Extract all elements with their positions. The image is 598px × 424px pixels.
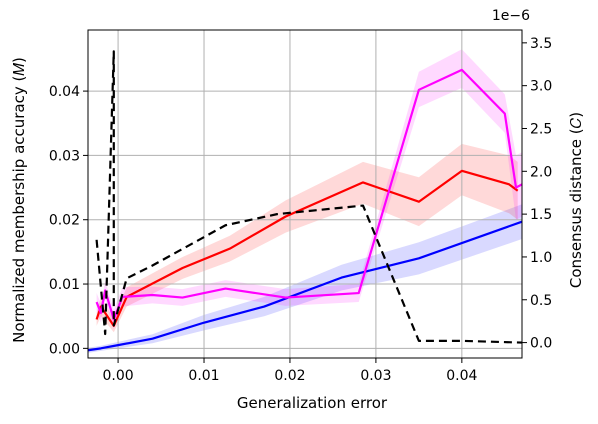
y-left-tick-label-2: 0.02 bbox=[49, 213, 80, 229]
plot-frame bbox=[87, 29, 523, 359]
y-left-tick-label-4: 0.04 bbox=[49, 84, 80, 100]
series-3-line bbox=[95, 50, 522, 344]
y-right-tick-label-5: 2.5 bbox=[530, 121, 552, 137]
y-right-tick-label-1: 0.5 bbox=[530, 293, 552, 309]
x-tick-label-4: 0.04 bbox=[446, 368, 477, 384]
right-axis-multiplier: 1e−6 bbox=[492, 8, 530, 24]
x-tick-label-3: 0.03 bbox=[360, 368, 391, 384]
y-axis-right-label: Consensus distance (𝐶) bbox=[567, 112, 585, 288]
series-1-band bbox=[96, 143, 518, 333]
series-2-band bbox=[96, 49, 522, 330]
y-right-tick-label-7: 3.5 bbox=[530, 36, 552, 52]
y-right-tick-label-4: 2.0 bbox=[530, 164, 552, 180]
y-right-tick-label-6: 3.0 bbox=[530, 79, 552, 95]
series-2-line bbox=[95, 68, 522, 321]
y-axis-left-label: Normalized membership accuracy (𝑀) bbox=[10, 57, 28, 343]
y-left-tick-label-1: 0.01 bbox=[49, 277, 80, 293]
y-left-tick-label-0: 0.00 bbox=[49, 341, 80, 357]
x-axis-label: Generalization error bbox=[237, 394, 388, 412]
y-left-tick-label-3: 0.03 bbox=[49, 148, 80, 164]
series-1-line bbox=[95, 169, 519, 327]
y-right-tick-label-0: 0.0 bbox=[530, 336, 552, 352]
x-tick-label-2: 0.02 bbox=[274, 368, 305, 384]
series-0-line bbox=[88, 220, 522, 352]
y-right-tick-label-3: 1.5 bbox=[530, 207, 552, 223]
x-tick-label-1: 0.01 bbox=[188, 368, 219, 384]
y-right-tick-label-2: 1.0 bbox=[530, 250, 552, 266]
x-tick-label-0: 0.00 bbox=[102, 368, 133, 384]
